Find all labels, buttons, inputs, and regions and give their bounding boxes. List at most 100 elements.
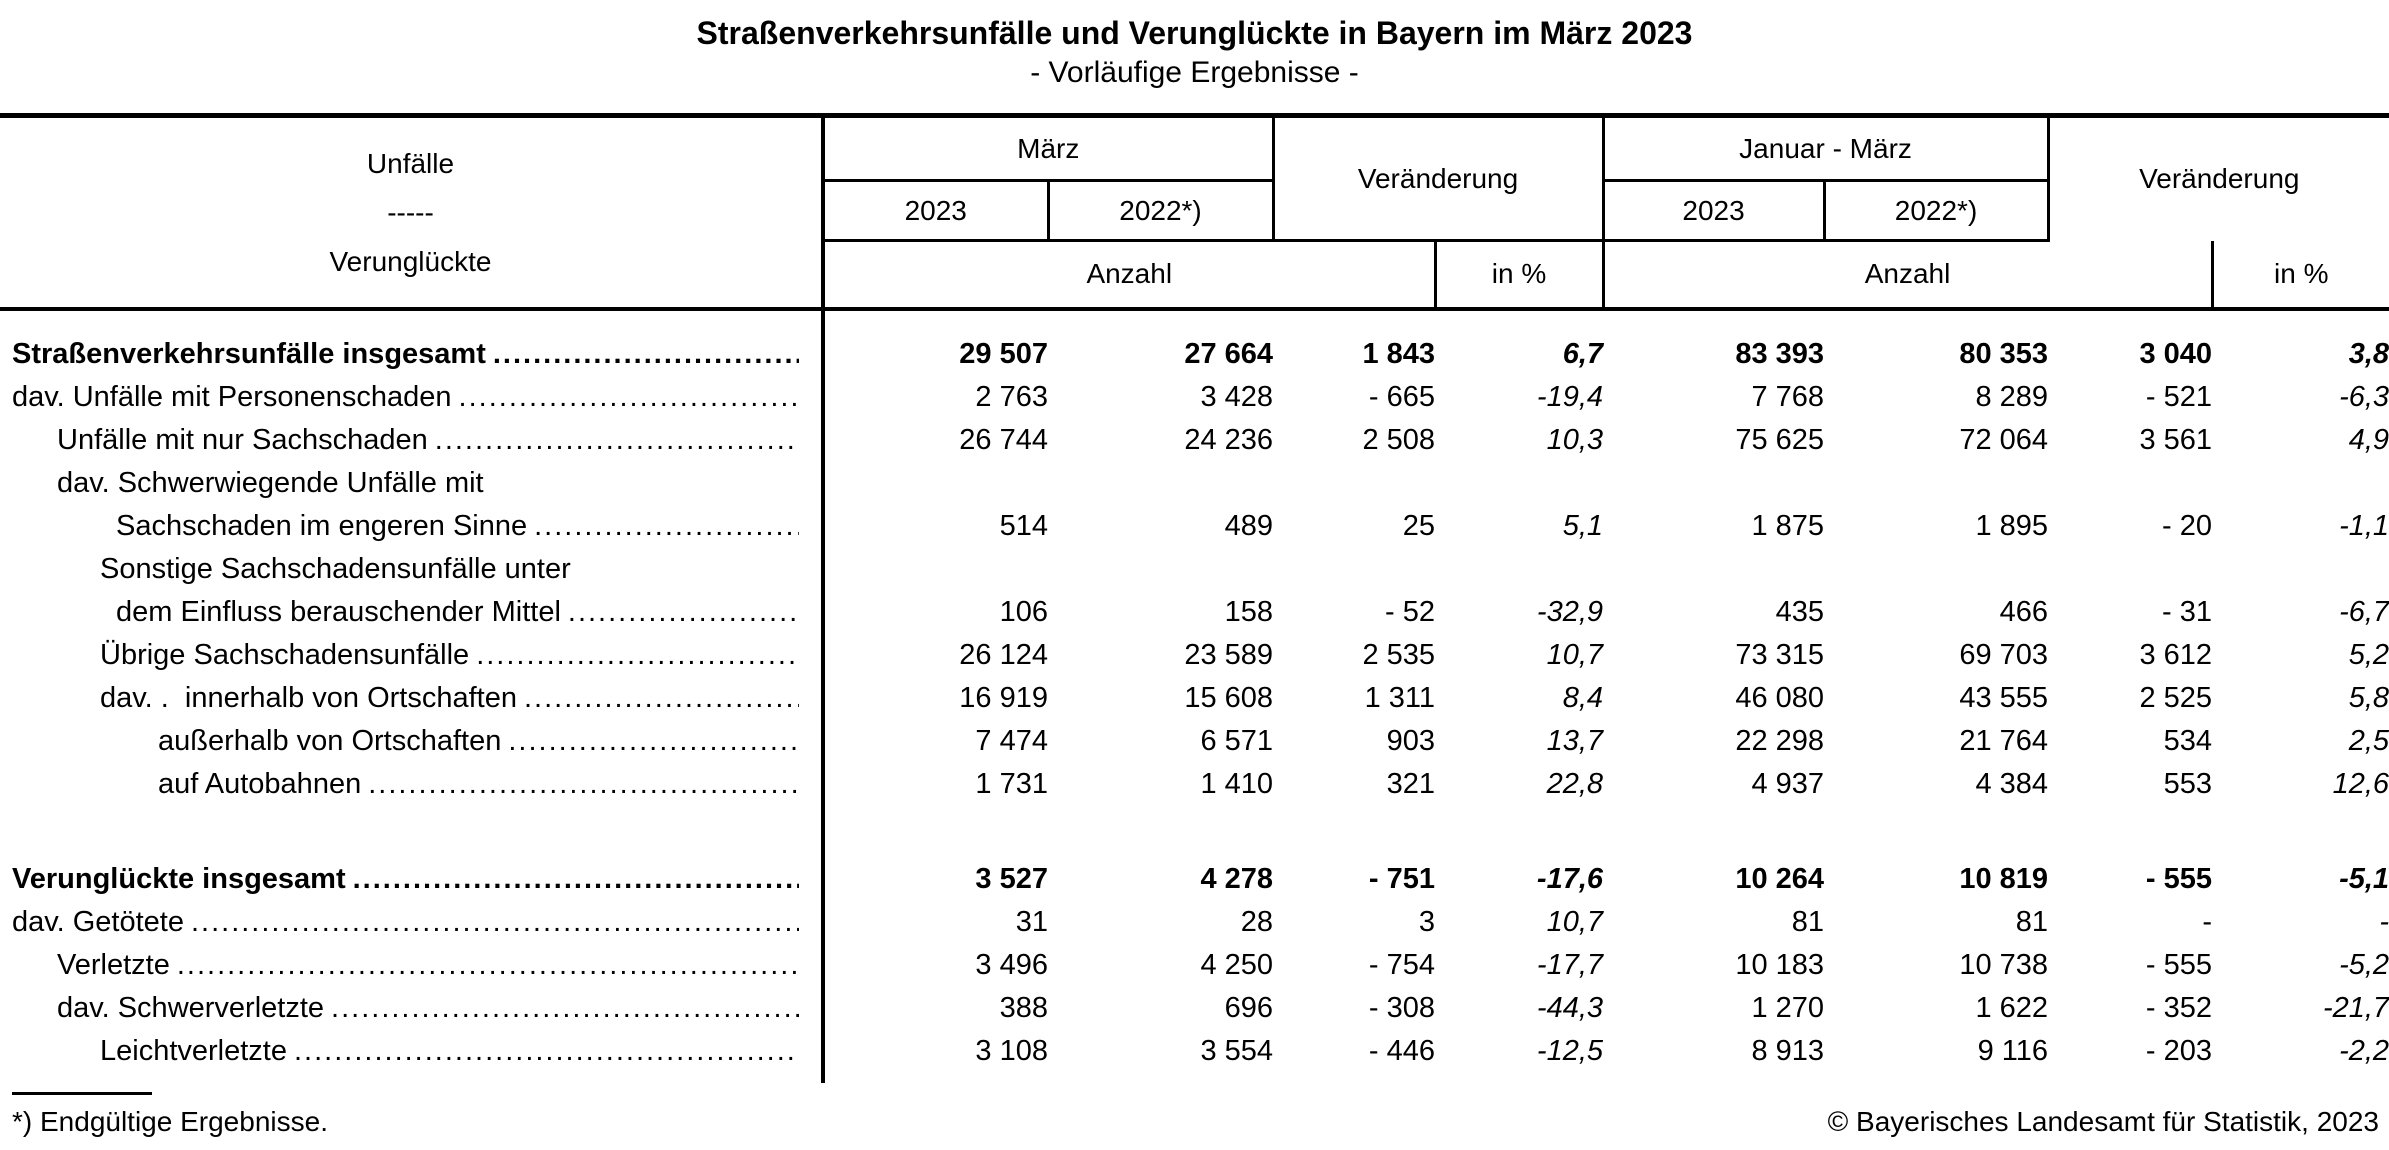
value-cell: 27 664	[1184, 337, 1274, 370]
value-cell: 4 250	[1200, 948, 1274, 981]
value-cell: 3,8	[2348, 337, 2389, 370]
value-cell: 2 763	[975, 380, 1048, 413]
row-label-cell: auf Autobahnen	[0, 762, 825, 806]
dot-leader	[361, 768, 799, 800]
table-header: Unfälle ----- Verunglückte März Veränder…	[0, 115, 2389, 311]
row-label: Sonstige Sachschadensunfälle unter	[100, 552, 571, 585]
row-label-cell: Verunglückte insgesamt	[0, 835, 825, 901]
header-anzahl-2: Anzahl	[1603, 240, 2214, 311]
title-block: Straßenverkehrsunfälle und Verunglückte …	[0, 0, 2389, 94]
value-cell	[1273, 462, 1435, 505]
header-2023-janmaerz: 2023	[1603, 180, 1826, 242]
copyright: © Bayerisches Landesamt für Statistik, 2…	[1827, 1106, 2379, 1137]
value-cell: -6,7	[2339, 595, 2389, 628]
footnote: *) Endgültige Ergebnisse.	[12, 1106, 328, 1137]
value-cell: 10 819	[1959, 862, 2049, 895]
value-cell: -44,3	[1536, 991, 1604, 1024]
row-label: auf Autobahnen	[158, 767, 362, 800]
table-row: dav. Schwerwiegende Unfälle mit	[0, 461, 2389, 505]
page-title: Straßenverkehrsunfälle und Verunglückte …	[696, 15, 1693, 51]
value-cell: -5,2	[2339, 948, 2389, 981]
value-cell: 106	[999, 595, 1048, 628]
value-cell: 3 040	[2139, 337, 2213, 370]
value-cell	[823, 462, 1048, 505]
value-cell: -17,7	[1536, 948, 1604, 981]
header-2022-janmaerz: 2022*)	[1824, 180, 2049, 242]
value-cell	[1435, 462, 1603, 505]
value-cell: -6,3	[2339, 380, 2389, 413]
value-cell	[1435, 548, 1603, 591]
value-cell: -	[2202, 905, 2213, 938]
value-cell: - 352	[2145, 991, 2213, 1024]
value-cell: - 203	[2145, 1034, 2213, 1067]
value-cell: -32,9	[1536, 595, 1604, 628]
value-cell: -19,4	[1536, 380, 1604, 413]
row-label-cell: Sonstige Sachschadensunfälle unter	[0, 547, 825, 591]
value-cell	[1824, 548, 2048, 591]
value-cell	[1273, 548, 1435, 591]
value-cell: -5,1	[2339, 862, 2389, 895]
footnote-rule	[12, 1092, 152, 1095]
row-label: dem Einfluss berauschender Mittel	[116, 595, 561, 628]
value-cell: 2 535	[1362, 638, 1436, 671]
page-subtitle: - Vorläufige Ergebnisse -	[1030, 56, 1359, 89]
value-cell: 22 298	[1735, 724, 1825, 757]
value-cell: 696	[1224, 991, 1274, 1024]
value-cell: 10 183	[1735, 948, 1825, 981]
header-in-percent-2: in %	[2212, 240, 2389, 311]
value-cell: 3 527	[975, 862, 1048, 895]
table-row: Sachschaden im engeren Sinne 514 489 25 5,1 1…	[0, 504, 2389, 548]
value-cell: - 308	[1368, 991, 1436, 1024]
value-cell	[1603, 548, 1824, 591]
header-2022-maerz: 2022*)	[1048, 180, 1274, 242]
value-cell	[1048, 462, 1273, 505]
value-cell: 466	[1999, 595, 2049, 628]
value-cell: 388	[999, 991, 1048, 1024]
value-cell: 4 384	[1975, 767, 2049, 800]
table-row: Unfälle mit nur Sachschaden 26 744 24 236 2…	[0, 418, 2389, 462]
row-label-cell: Übrige Sachschadensunfälle	[0, 633, 825, 677]
header-veraenderung-2: Veränderung	[2046, 115, 2389, 241]
value-cell: 6 571	[1200, 724, 1274, 757]
header-veraenderung-1: Veränderung	[1271, 115, 1605, 242]
table-row: Übrige Sachschadensunfälle 26 124 23 589 2 …	[0, 633, 2389, 677]
value-cell: - 446	[1368, 1034, 1436, 1067]
dot-leader	[452, 381, 799, 413]
row-label-cell: außerhalb von Ortschaften	[0, 719, 825, 763]
value-cell: 24 236	[1184, 423, 1274, 456]
header-maerz: März	[823, 115, 1275, 182]
value-cell: 43 555	[1959, 681, 2049, 714]
dot-leader	[501, 725, 799, 757]
row-label: dav. Getötete	[12, 905, 184, 938]
value-cell	[823, 548, 1048, 591]
value-cell: 3 428	[1200, 380, 1274, 413]
value-cell: 1 270	[1751, 991, 1825, 1024]
row-label: dav. Schwerverletzte	[57, 991, 325, 1024]
value-cell: 4 278	[1200, 862, 1274, 895]
value-cell: 5,2	[2348, 638, 2389, 671]
dot-leader	[170, 949, 799, 981]
value-cell: 10,7	[1546, 905, 1604, 938]
value-cell: 81	[2015, 905, 2049, 938]
value-cell: 10 264	[1735, 862, 1825, 895]
value-cell: 903	[1386, 724, 1436, 757]
dot-leader	[184, 906, 799, 938]
value-cell: - 31	[2162, 595, 2213, 628]
value-cell: 46 080	[1735, 681, 1825, 714]
value-cell: 4 937	[1751, 767, 1825, 800]
value-cell: 12,6	[2332, 767, 2389, 800]
table-row: Verunglückte insgesamt 3 527 4 278 - 751 -17…	[0, 835, 2389, 901]
row-label-cell: Verletzte	[0, 943, 825, 987]
dot-leader	[527, 510, 799, 542]
value-cell	[1824, 462, 2048, 505]
value-cell: 80 353	[1959, 337, 2049, 370]
stub-line-unfaelle: Unfälle	[366, 147, 455, 179]
header-anzahl-1: Anzahl	[823, 240, 1437, 311]
value-cell: -21,7	[2322, 991, 2389, 1024]
value-cell: 8 289	[1975, 380, 2049, 413]
row-label: Übrige Sachschadensunfälle	[100, 638, 470, 671]
gap-label-cell	[0, 805, 825, 836]
value-cell: 29 507	[959, 337, 1048, 370]
table-row: dav. Getötete 31 28 3 10,7 81 81 - -	[0, 900, 2389, 944]
value-cell: 3	[1418, 905, 1436, 938]
